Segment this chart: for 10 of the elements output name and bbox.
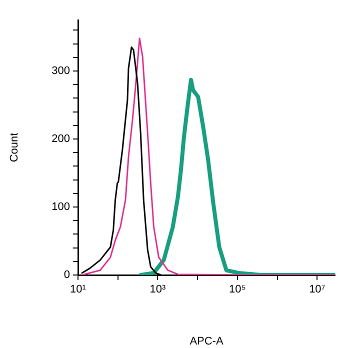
y-tick-label: 0 (64, 269, 70, 282)
x-tick-label: 10⁷ (309, 284, 326, 296)
y-tick-label: 100 (52, 201, 70, 214)
y-tick-label: 200 (52, 133, 70, 146)
y-tick-label: 300 (52, 65, 70, 78)
y-axis-title: Count (8, 132, 21, 162)
x-tick-label: 10³ (150, 284, 166, 296)
x-tick-label: 10¹ (70, 284, 86, 296)
x-tick-label: 10⁵ (229, 284, 246, 296)
x-axis-title: APC-A (190, 335, 224, 348)
